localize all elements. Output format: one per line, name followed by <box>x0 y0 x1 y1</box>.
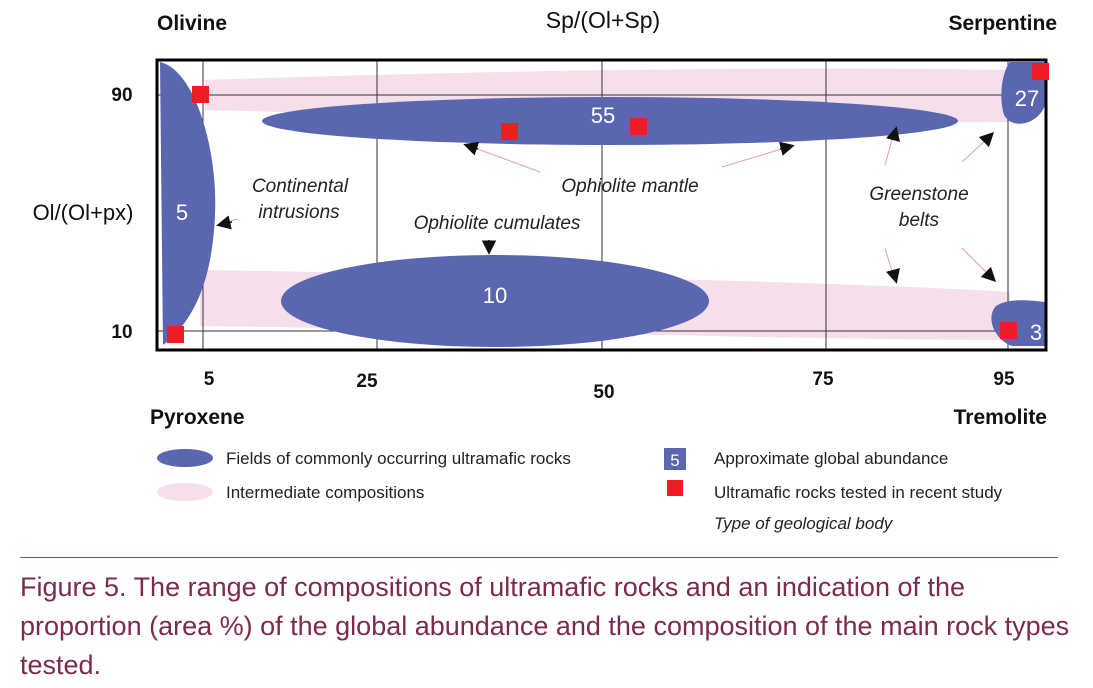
label-serpentine: Serpentine <box>948 12 1057 35</box>
plot-frame <box>155 58 1048 352</box>
annotation-greenstone-2: belts <box>899 210 940 231</box>
field-ophiolite-mantle <box>262 97 958 145</box>
corner-labels: Olivine Sp/(Ol+Sp) Serpentine Pyroxene T… <box>150 7 1057 429</box>
tested-marker <box>167 326 184 343</box>
label-olivine: Olivine <box>157 12 227 35</box>
x-tick-95: 95 <box>993 369 1015 390</box>
annotation-ophiolite-mantle: Ophiolite mantle <box>561 176 698 197</box>
legend-abundance-text: Approximate global abundance <box>714 449 948 468</box>
annotation-greenstone-1: Greenstone <box>869 184 968 205</box>
label-tremolite: Tremolite <box>954 406 1047 429</box>
tested-markers <box>167 63 1049 343</box>
arrow <box>216 215 233 230</box>
x-tick-50: 50 <box>593 382 614 403</box>
x-tick-5: 5 <box>204 369 215 390</box>
x-tick-75: 75 <box>812 369 834 390</box>
legend-fields-text: Fields of commonly occurring ultramafic … <box>226 449 571 468</box>
field-label-olivine: 5 <box>176 200 188 225</box>
field-ophiolite-cumulates <box>281 255 709 347</box>
figure-caption: Figure 5. The range of compositions of u… <box>20 572 1070 680</box>
y-axis: Ol/(Ol+px) 90 10 <box>33 85 134 343</box>
arrow <box>463 141 480 156</box>
tested-marker <box>1032 63 1049 80</box>
field-label-cumulates: 10 <box>483 283 507 308</box>
arrow <box>980 266 997 283</box>
field-labels: 5 55 10 27 3 <box>176 86 1042 345</box>
tested-marker <box>192 86 209 103</box>
arrow <box>978 131 995 148</box>
ultramafic-fields <box>160 62 1045 347</box>
annotation-continental-1: Continental <box>252 176 349 197</box>
tested-marker <box>1000 322 1017 339</box>
legend-field-swatch <box>157 449 213 467</box>
legend-abundance-swatch <box>664 448 686 470</box>
annotation-continental-2: intrusions <box>258 202 340 223</box>
arrow <box>779 141 795 156</box>
legend-abundance-sample: 5 <box>670 451 679 470</box>
tested-marker <box>630 118 647 135</box>
legend-tested-swatch <box>667 480 683 496</box>
label-pyroxene: Pyroxene <box>150 406 245 429</box>
legend-body-type-text: Type of geological body <box>714 514 894 533</box>
pointer-lines <box>225 135 991 277</box>
legend: Fields of commonly occurring ultramafic … <box>157 448 1003 533</box>
y-tick-10: 10 <box>111 322 132 343</box>
tested-marker <box>501 123 518 140</box>
annotations: Continental intrusions Ophiolite mantle … <box>252 176 969 234</box>
composition-diagram: 5 55 10 27 3 Continental intrusions <box>33 7 1057 533</box>
field-olivine-strip <box>160 62 216 345</box>
arrow <box>886 267 900 284</box>
arrow <box>886 126 900 143</box>
y-axis-label: Ol/(Ol+px) <box>33 200 134 225</box>
y-tick-90: 90 <box>111 85 132 106</box>
pointer-arrows <box>216 126 997 284</box>
field-label-serpentine: 27 <box>1015 86 1039 111</box>
field-label-tremolite: 3 <box>1030 320 1042 345</box>
field-label-mantle: 55 <box>591 103 615 128</box>
x-tick-25: 25 <box>356 371 378 392</box>
x-axis: 5 25 50 75 95 <box>204 369 1015 403</box>
legend-intermediate-swatch <box>157 483 213 501</box>
label-sp-ratio: Sp/(Ol+Sp) <box>546 7 660 33</box>
legend-intermediate-text: Intermediate compositions <box>226 483 424 502</box>
caption-divider <box>20 557 1058 558</box>
legend-tested-text: Ultramafic rocks tested in recent study <box>714 483 1003 502</box>
annotation-ophiolite-cumulates: Ophiolite cumulates <box>414 213 581 234</box>
